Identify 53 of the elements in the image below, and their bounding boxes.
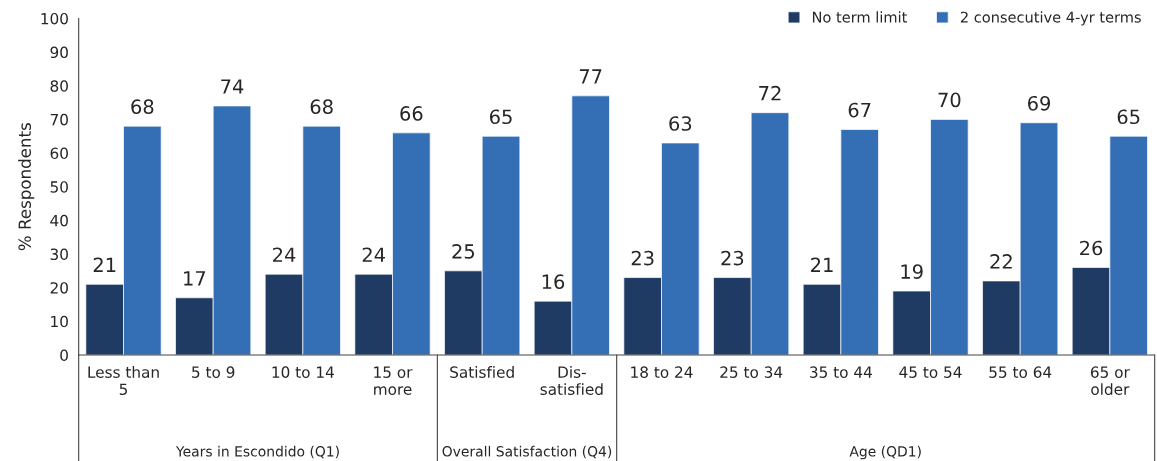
y-tick-label: 80 [50,80,68,92]
data-label: 66 [400,106,423,121]
data-label: 25 [452,244,475,259]
y-tick-label: 50 [50,181,68,193]
data-label: 72 [759,85,781,101]
x-tick-label: 10 to 14 [272,366,334,378]
y-tick-label: 10 [51,315,68,328]
x-tick-label: 18 to 24 [631,366,693,378]
legend-label: No term limit [812,11,907,23]
text: Years in Escondido (Q1) [175,445,339,459]
y-tick-label: 0 [60,349,68,361]
data-label: 68 [131,99,154,115]
legend-label: 2 consecutive 4-yr terms [960,11,1141,26]
data-label: 77 [579,69,602,84]
y-tick-label: 70 [50,113,68,126]
x-tick-label: Less than 5 [88,366,159,396]
y-tick-label: 90 [50,46,68,59]
x-tick-label: 5 to 9 [192,366,235,378]
data-label: 24 [362,247,385,262]
y-tick-label: 60 [50,147,68,160]
text: Age (QD1) [849,445,921,460]
y-tick-label: 30 [50,248,68,261]
x-tick-label: 55 to 64 [989,366,1052,378]
x-tick-label: 45 to 54 [899,366,962,378]
y-tick-label: 20 [50,282,68,294]
data-label: 63 [669,116,692,131]
data-label: 21 [93,257,116,272]
data-label: 17 [184,271,206,286]
data-label: 67 [848,102,871,118]
data-label: 65 [490,109,512,125]
y-tick-label: 40 [50,214,68,227]
y-axis-title: % Respondents [18,123,35,251]
data-label: 65 [1117,109,1140,125]
x-tick-label: Satisfied [450,366,514,378]
data-label: 26 [1080,240,1103,256]
data-label: 69 [1028,95,1051,111]
y-tick-label: 100 [41,12,68,25]
data-label: 21 [811,257,833,272]
data-label: 23 [631,250,654,266]
data-label: 22 [990,254,1012,269]
x-tick-label: 35 to 44 [810,366,872,378]
data-label: 68 [310,99,333,115]
data-label: 19 [901,264,923,279]
data-label: 16 [542,274,565,290]
data-label: 74 [221,79,244,94]
data-label: 24 [273,247,296,262]
x-tick-label: Dis- satisfied [540,366,603,396]
x-tick-label: 25 to 34 [720,366,783,378]
data-label: 23 [721,250,744,266]
text: Overall Satisfaction (Q4) [442,445,612,459]
x-tick-label: 15 or more [374,366,413,396]
x-tick-label: 65 or older [1090,366,1130,396]
data-label: 70 [938,92,961,108]
